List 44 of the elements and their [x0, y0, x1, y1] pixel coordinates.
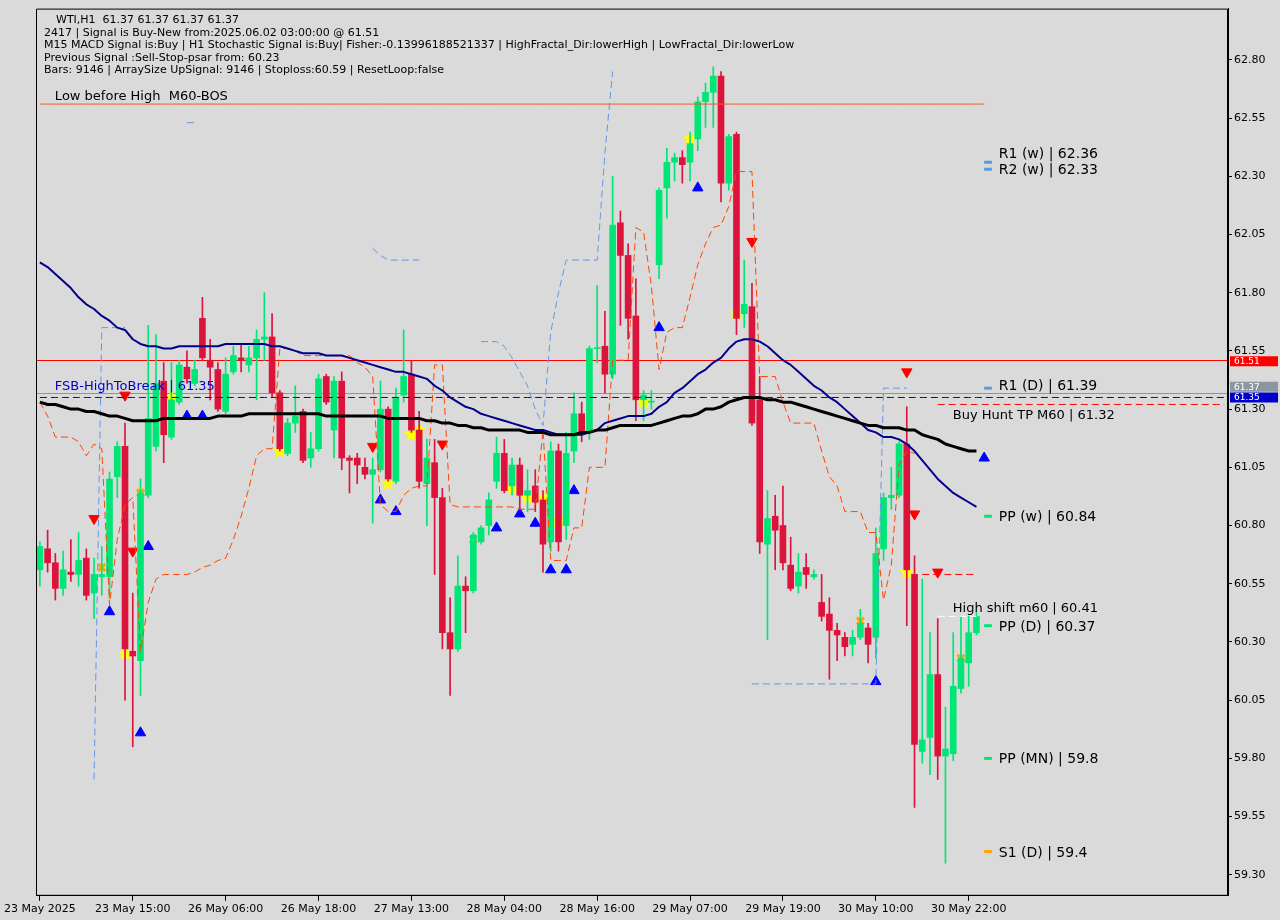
- x-tick-label: 23 May 15:00: [95, 902, 171, 916]
- x-tick-label: 30 May 22:00: [930, 902, 1007, 916]
- y-tick-label: 60.05: [1234, 693, 1266, 707]
- series-label: S1 (D) | 59.4: [998, 843, 1088, 861]
- chart-title: WTI,H1 61.37 61.37 61.37 61.37: [56, 13, 240, 27]
- annotation: 2417 | Signal is Buy-New from:2025.06.02 03:00:00 @ 61.51: [44, 25, 380, 39]
- y-tick-label: 60.80: [1234, 518, 1266, 532]
- x-tick-label: 29 May 19:00: [745, 902, 821, 916]
- series-label: PP (MN) | 59.8: [998, 750, 1099, 768]
- x-tick-label: 27 May 13:00: [373, 902, 450, 916]
- ref-line-label: 61.51: [1234, 356, 1260, 367]
- series-label: PP (D) | 60.37: [998, 617, 1096, 635]
- y-tick-label: 59.55: [1234, 809, 1266, 823]
- y-tick-label: 59.80: [1234, 751, 1266, 765]
- annotation: Bars: 9146 | ArraySize UpSignal: 9146 | Stoploss:60.59 | ResetLoop:false: [44, 63, 445, 77]
- y-tick-label: 61.05: [1234, 460, 1266, 474]
- x-tick-label: 26 May 06:00: [187, 902, 264, 916]
- ref-line-label: 61.37: [1234, 381, 1260, 392]
- y-tick-label: 59.30: [1234, 867, 1266, 881]
- series-label: Buy Hunt TP M60 | 61.32: [952, 407, 1115, 423]
- y-tick-label: 61.30: [1234, 401, 1266, 415]
- y-tick-label: 62.30: [1234, 169, 1266, 183]
- annotation: Previous Signal :Sell-Stop-psar from: 60.23: [44, 50, 280, 64]
- x-tick-label: 28 May 04:00: [466, 902, 542, 916]
- series-label: R1 (D) | 61.39: [998, 377, 1098, 395]
- series-label: R2 (w) | 62.33: [998, 161, 1098, 179]
- x-tick-label: 28 May 16:00: [559, 902, 635, 916]
- x-tick-label: 26 May 18:00: [280, 902, 357, 916]
- series-label: Low before High M60-BOS: [54, 88, 228, 104]
- y-tick-label: 60.30: [1234, 634, 1266, 648]
- series-label: R1 (w) | 62.36: [998, 145, 1099, 163]
- y-tick-label: 61.80: [1234, 285, 1266, 299]
- x-tick-label: 30 May 10:00: [838, 902, 914, 916]
- y-tick-label: 60.55: [1234, 576, 1266, 590]
- x-tick-label: 29 May 07:00: [652, 902, 728, 916]
- y-tick-label: 61.55: [1234, 343, 1266, 357]
- y-tick-label: 62.80: [1234, 52, 1266, 66]
- data-label: 61.35: [1234, 392, 1260, 403]
- series-label: High shift m60 | 60.41: [952, 600, 1099, 616]
- y-tick-label: 62.55: [1234, 110, 1266, 124]
- y-tick-label: 62.05: [1234, 227, 1266, 241]
- annotation: M15 MACD Signal is:Buy | H1 Stochastic Signal is:Buy| Fisher:-0.13996188521337 | HighFractal_Dir:lowerHigh | LowFractal_Dir:lowerLow: [44, 38, 795, 52]
- series-label: PP (w) | 60.84: [998, 508, 1097, 526]
- x-tick-label: 23 May 2025: [4, 902, 76, 916]
